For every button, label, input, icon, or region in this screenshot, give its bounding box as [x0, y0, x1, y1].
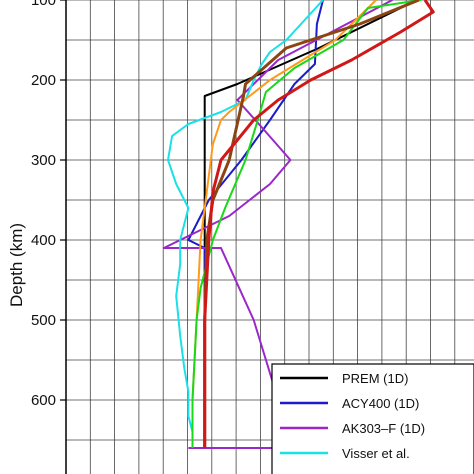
legend-label: Visser et al. [342, 446, 410, 461]
legend-label: S362WMANI+M [342, 471, 436, 474]
series-line-8 [203, 0, 435, 448]
legend-label: AK303–F (1D) [342, 421, 425, 436]
series-line-4 [167, 0, 324, 448]
series-line-6 [191, 0, 422, 448]
y-tick-label: 300 [31, 152, 56, 169]
y-tick-label: 100 [31, 0, 56, 9]
y-tick-label: 200 [31, 72, 56, 89]
legend-box [271, 363, 474, 474]
y-tick-label: 600 [31, 392, 56, 409]
series-line-2 [187, 0, 324, 448]
legend-label: ACY400 (1D) [342, 396, 419, 411]
legend-label: PREM (1D) [342, 371, 408, 386]
series-layer [162, 0, 435, 449]
y-axis-title: Depth (km) [7, 223, 26, 307]
y-tick-label: 400 [31, 232, 56, 249]
legend: PREM (1D) ACY400 (1D) AK303–F (1D) Visser e… [271, 363, 474, 474]
y-axis-ticks: 100 200 300 400 500 600 [31, 0, 66, 409]
y-tick-label: 500 [31, 312, 56, 329]
